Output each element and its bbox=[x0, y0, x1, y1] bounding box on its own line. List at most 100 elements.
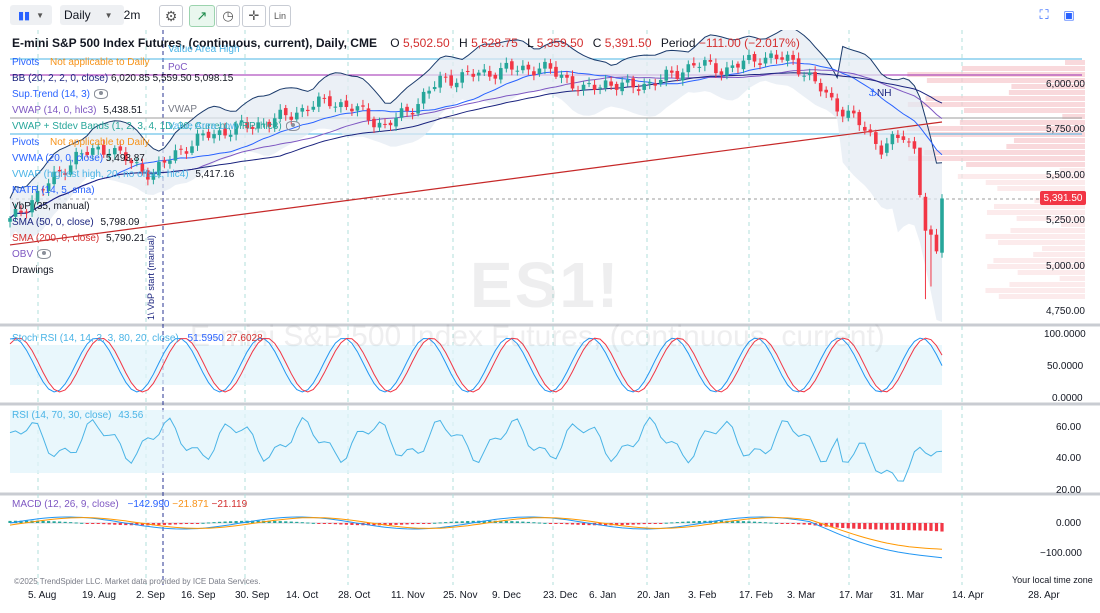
candle-body bbox=[300, 108, 305, 112]
candle-body bbox=[135, 162, 139, 164]
indicator-legend-pivots-2[interactable]: Pivots Not applicable to Daily bbox=[12, 137, 150, 148]
macd-histogram-bar bbox=[653, 523, 657, 524]
vbp-bar bbox=[1062, 114, 1085, 119]
candle-body bbox=[471, 73, 476, 77]
candle-body bbox=[620, 82, 624, 92]
candle-body bbox=[862, 126, 867, 131]
eye-icon[interactable] bbox=[94, 89, 109, 100]
indicator-legend-natr[interactable]: NATR (14, 5, sma) bbox=[12, 185, 95, 196]
macd-histogram-bar bbox=[47, 521, 51, 523]
indicator-legend-bb[interactable]: BB (20, 2, 2, 0, close) 6,020.85 5,559.5… bbox=[12, 73, 234, 84]
candle-body bbox=[835, 98, 840, 112]
macd-histogram-bar bbox=[631, 523, 635, 525]
macd-histogram-bar bbox=[355, 523, 360, 526]
candle-body bbox=[13, 208, 18, 217]
vbp-bar bbox=[1016, 216, 1085, 221]
macd-histogram-bar bbox=[41, 520, 45, 523]
macd-histogram-bar bbox=[521, 521, 525, 523]
macd-histogram-bar bbox=[399, 523, 404, 525]
scale-button[interactable]: Lin bbox=[269, 5, 291, 27]
vbp-bar bbox=[1042, 246, 1085, 251]
candle-body bbox=[736, 63, 740, 68]
crosshair-button[interactable]: ✛ bbox=[242, 5, 266, 27]
symbol-watermark: ES1! bbox=[470, 249, 621, 321]
fullscreen-button[interactable]: ⛶ bbox=[1035, 5, 1053, 25]
macd-legend[interactable]: MACD (12, 26, 9, close) −142.990 −21.871… bbox=[12, 499, 248, 510]
macd-histogram-bar bbox=[74, 522, 78, 524]
eye-icon[interactable] bbox=[37, 249, 52, 260]
ohlc-high: H 5,528.75 bbox=[459, 36, 518, 50]
vbp-bar bbox=[1017, 270, 1085, 275]
indicator-legend-vwap-bands[interactable]: VWAP + Stdev Bands (1, 2, 3, 4, 1D, 30, … bbox=[12, 121, 300, 133]
candle-body bbox=[250, 127, 255, 129]
macd-histogram-bar bbox=[570, 523, 575, 525]
macd-histogram-bar bbox=[162, 523, 167, 525]
macd-histogram-bar bbox=[918, 523, 922, 531]
timezone-label[interactable]: Your local time zone bbox=[1012, 575, 1093, 585]
candle-body bbox=[476, 72, 481, 76]
time-axis-label: 20. Jan bbox=[637, 590, 670, 601]
stoch-rsi-legend[interactable]: Stoch RSI (14, 14, 3, 3, 80, 20, close) … bbox=[12, 333, 263, 344]
candle-body bbox=[554, 66, 558, 77]
time-axis-label: 25. Nov bbox=[443, 590, 478, 601]
macd-histogram-bar bbox=[366, 523, 371, 526]
indicator-legend-supertrend[interactable]: Sup.Trend (14, 3) bbox=[12, 89, 109, 101]
indicator-legend-vwap-highest[interactable]: VWAP (highest high, 20, no offset, hlc4)… bbox=[12, 169, 235, 180]
settings-button[interactable]: ⚙ bbox=[159, 5, 183, 27]
trend-tool-button[interactable]: ↗ bbox=[189, 5, 215, 27]
vwap-label: VWAP bbox=[168, 104, 198, 115]
candle-body bbox=[427, 90, 431, 94]
candle-body bbox=[807, 72, 812, 75]
vbp-bar bbox=[925, 96, 1085, 101]
vbp-bar bbox=[957, 174, 1085, 179]
candle-body bbox=[642, 83, 647, 90]
vbp-bar bbox=[924, 150, 1085, 155]
vbp-bar bbox=[907, 102, 1085, 107]
indicator-legend-sma50[interactable]: SMA (50, 0, close) 5,798.09 bbox=[12, 217, 140, 228]
candle-body bbox=[272, 118, 277, 128]
copyright-text: ©2025 TrendSpider LLC. Market data provi… bbox=[14, 577, 261, 586]
candle-body bbox=[57, 169, 62, 172]
macd-histogram-bar bbox=[69, 522, 73, 524]
time-axis-label: 17. Mar bbox=[839, 590, 873, 601]
macd-histogram-bar bbox=[581, 523, 586, 525]
clock-button[interactable]: ◷ bbox=[216, 5, 240, 27]
rsi-legend[interactable]: RSI (14, 70, 30, close) 43.56 bbox=[12, 410, 144, 421]
candle-body bbox=[730, 65, 735, 68]
snapshot-button[interactable]: ▣ bbox=[1060, 5, 1078, 25]
macd-histogram-bar bbox=[791, 523, 795, 524]
macd-histogram-bar bbox=[19, 520, 23, 523]
indicator-legend-vbp[interactable]: VbP (35, manual) bbox=[12, 201, 90, 212]
clock-icon: ◷ bbox=[222, 8, 234, 23]
indicator-legend-pivots[interactable]: Pivots Not applicable to Daily bbox=[12, 57, 150, 68]
ohlc-open: O 5,502.50 bbox=[390, 36, 450, 50]
candle-body bbox=[515, 70, 520, 72]
indicator-legend-sma200[interactable]: SMA (200, 0, close) 5,790.21 bbox=[12, 233, 145, 244]
chart-type-button[interactable]: ▮▮ ▼ bbox=[10, 5, 52, 25]
bb-fill bbox=[10, 27, 942, 322]
replay-interval-button[interactable]: 2m bbox=[123, 8, 141, 22]
indicator-legend-vwma[interactable]: VWMA (20, 0, close) 5,493.87 bbox=[12, 153, 145, 164]
candle-body bbox=[212, 134, 216, 139]
macd-histogram-bar bbox=[135, 523, 139, 526]
macd-histogram-bar bbox=[195, 523, 200, 524]
interval-dropdown[interactable]: Daily ▼ bbox=[60, 5, 124, 25]
candle-body bbox=[206, 131, 211, 138]
time-axis-label: 5. Aug bbox=[28, 590, 57, 601]
macd-histogram-bar bbox=[289, 521, 293, 523]
candle-body bbox=[107, 153, 112, 156]
vbp-bar bbox=[997, 186, 1085, 191]
vbp-bar bbox=[1059, 168, 1085, 173]
last-price-tag: 5,391.50 bbox=[1040, 191, 1086, 205]
indicator-legend-drawings[interactable]: Drawings bbox=[12, 265, 54, 276]
candle-body bbox=[30, 200, 34, 213]
rsi-axis-label: 40.00 bbox=[1056, 453, 1082, 464]
macd-histogram-bar bbox=[659, 523, 663, 524]
indicator-legend-vwap[interactable]: VWAP (14, 0, hlc3) 5,438.51 bbox=[12, 105, 143, 116]
eye-icon[interactable] bbox=[285, 121, 300, 132]
indicator-legend-obv[interactable]: OBV bbox=[12, 249, 52, 261]
candle-body bbox=[647, 81, 652, 84]
candle-body bbox=[940, 198, 944, 253]
candle-body bbox=[874, 132, 878, 144]
